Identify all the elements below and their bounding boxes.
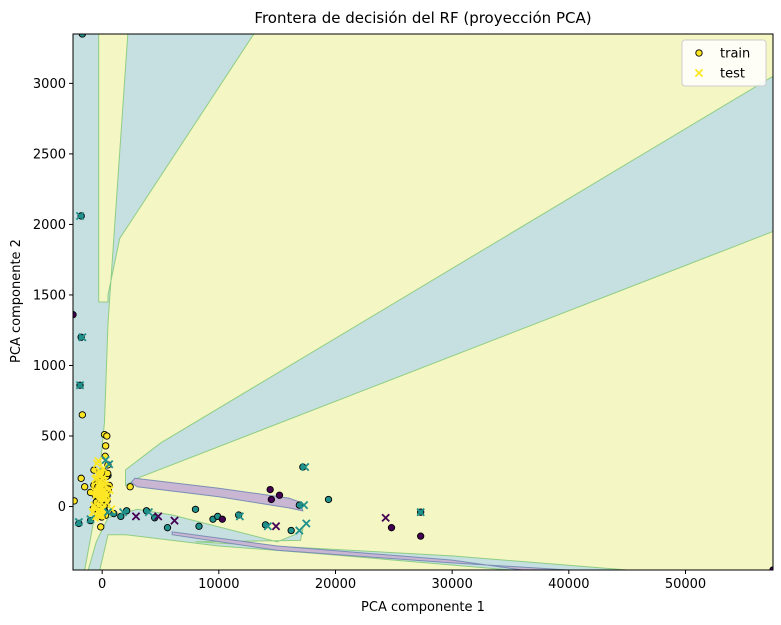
- train-point: [73, 497, 78, 505]
- test-point: [94, 456, 103, 466]
- x-tick-label: 10000: [198, 577, 239, 592]
- train-point: [324, 495, 333, 504]
- test-point: [75, 380, 85, 390]
- test-point: [99, 485, 108, 494]
- train-point: [195, 522, 203, 530]
- test-point: [118, 507, 128, 517]
- train-point: [266, 485, 274, 494]
- x-tick-label: 40000: [548, 577, 589, 592]
- test-point: [153, 512, 163, 521]
- train-point: [218, 515, 226, 523]
- train-point: [417, 532, 425, 540]
- train-point: [103, 432, 111, 440]
- train-point: [295, 501, 303, 509]
- y-tick-label: 2500: [33, 147, 66, 162]
- decision-region-class-0: [171, 531, 569, 570]
- legend-test-label: test: [720, 67, 745, 82]
- train-point: [287, 526, 295, 535]
- data-points: [73, 34, 773, 570]
- train-point: [97, 523, 105, 531]
- legend-test-marker: [694, 68, 704, 78]
- y-tick-label: 1000: [33, 359, 66, 374]
- test-point: [416, 507, 425, 517]
- train-point: [275, 491, 284, 499]
- train-point: [163, 524, 172, 532]
- train-point: [81, 483, 89, 491]
- train-point: [78, 411, 86, 419]
- test-point: [295, 526, 304, 535]
- test-point: [131, 512, 141, 521]
- test-point: [97, 503, 107, 513]
- y-tick-label: 2000: [33, 218, 66, 233]
- x-tick-label: 30000: [431, 577, 472, 592]
- train-point: [75, 519, 83, 528]
- x-axis-label: PCA componente 1: [361, 600, 485, 615]
- y-axis-label: PCA componente 2: [9, 239, 24, 363]
- train-point: [387, 524, 396, 532]
- train-point: [78, 34, 86, 38]
- train-point: [102, 442, 110, 450]
- test-point: [144, 507, 154, 517]
- test-point: [263, 522, 273, 531]
- test-point: [78, 333, 87, 342]
- test-point: [88, 507, 98, 517]
- test-point: [381, 513, 390, 523]
- train-point: [191, 505, 200, 513]
- x-tick-label: 0: [98, 577, 106, 592]
- test-point: [235, 512, 245, 521]
- decision-region-class-1: [125, 75, 773, 487]
- legend-train-label: train: [720, 47, 750, 62]
- y-tick-label: 3000: [33, 77, 66, 92]
- train-point: [267, 495, 275, 504]
- chart-title: Frontera de decisión del RF (proyección …: [254, 9, 591, 27]
- decision-regions: [73, 34, 773, 570]
- test-point: [103, 507, 113, 517]
- test-point: [104, 459, 114, 469]
- test-point: [170, 516, 179, 525]
- legend: train test: [681, 39, 767, 87]
- test-point: [92, 491, 101, 500]
- test-point: [101, 493, 110, 503]
- decision-region-class-0: [130, 477, 304, 512]
- test-point: [302, 519, 311, 528]
- test-point: [95, 496, 105, 506]
- train-point: [77, 474, 85, 482]
- test-point: [271, 522, 281, 531]
- test-point: [86, 514, 95, 524]
- decision-region-class-1: [73, 34, 255, 570]
- y-tick-label: 500: [41, 430, 66, 445]
- legend-box: [681, 39, 767, 87]
- train-point: [126, 483, 134, 491]
- test-point: [299, 500, 309, 510]
- test-point: [100, 476, 109, 486]
- test-point: [75, 211, 85, 221]
- plot-frame: [72, 33, 774, 571]
- train-point: [117, 512, 125, 521]
- legend-train-marker: [695, 49, 703, 57]
- y-axis: 0 500 1000 1500 2000 2500 3000: [33, 77, 73, 515]
- decision-region-class-1: [87, 508, 628, 570]
- x-tick-label: 20000: [315, 577, 356, 592]
- y-tick-label: 0: [58, 500, 66, 515]
- y-tick-label: 1500: [33, 288, 66, 303]
- test-point: [300, 462, 310, 472]
- x-axis: 0 10000 20000 30000 40000 50000: [98, 570, 706, 592]
- test-point: [95, 467, 105, 476]
- test-point: [74, 517, 84, 527]
- x-tick-label: 50000: [665, 577, 706, 592]
